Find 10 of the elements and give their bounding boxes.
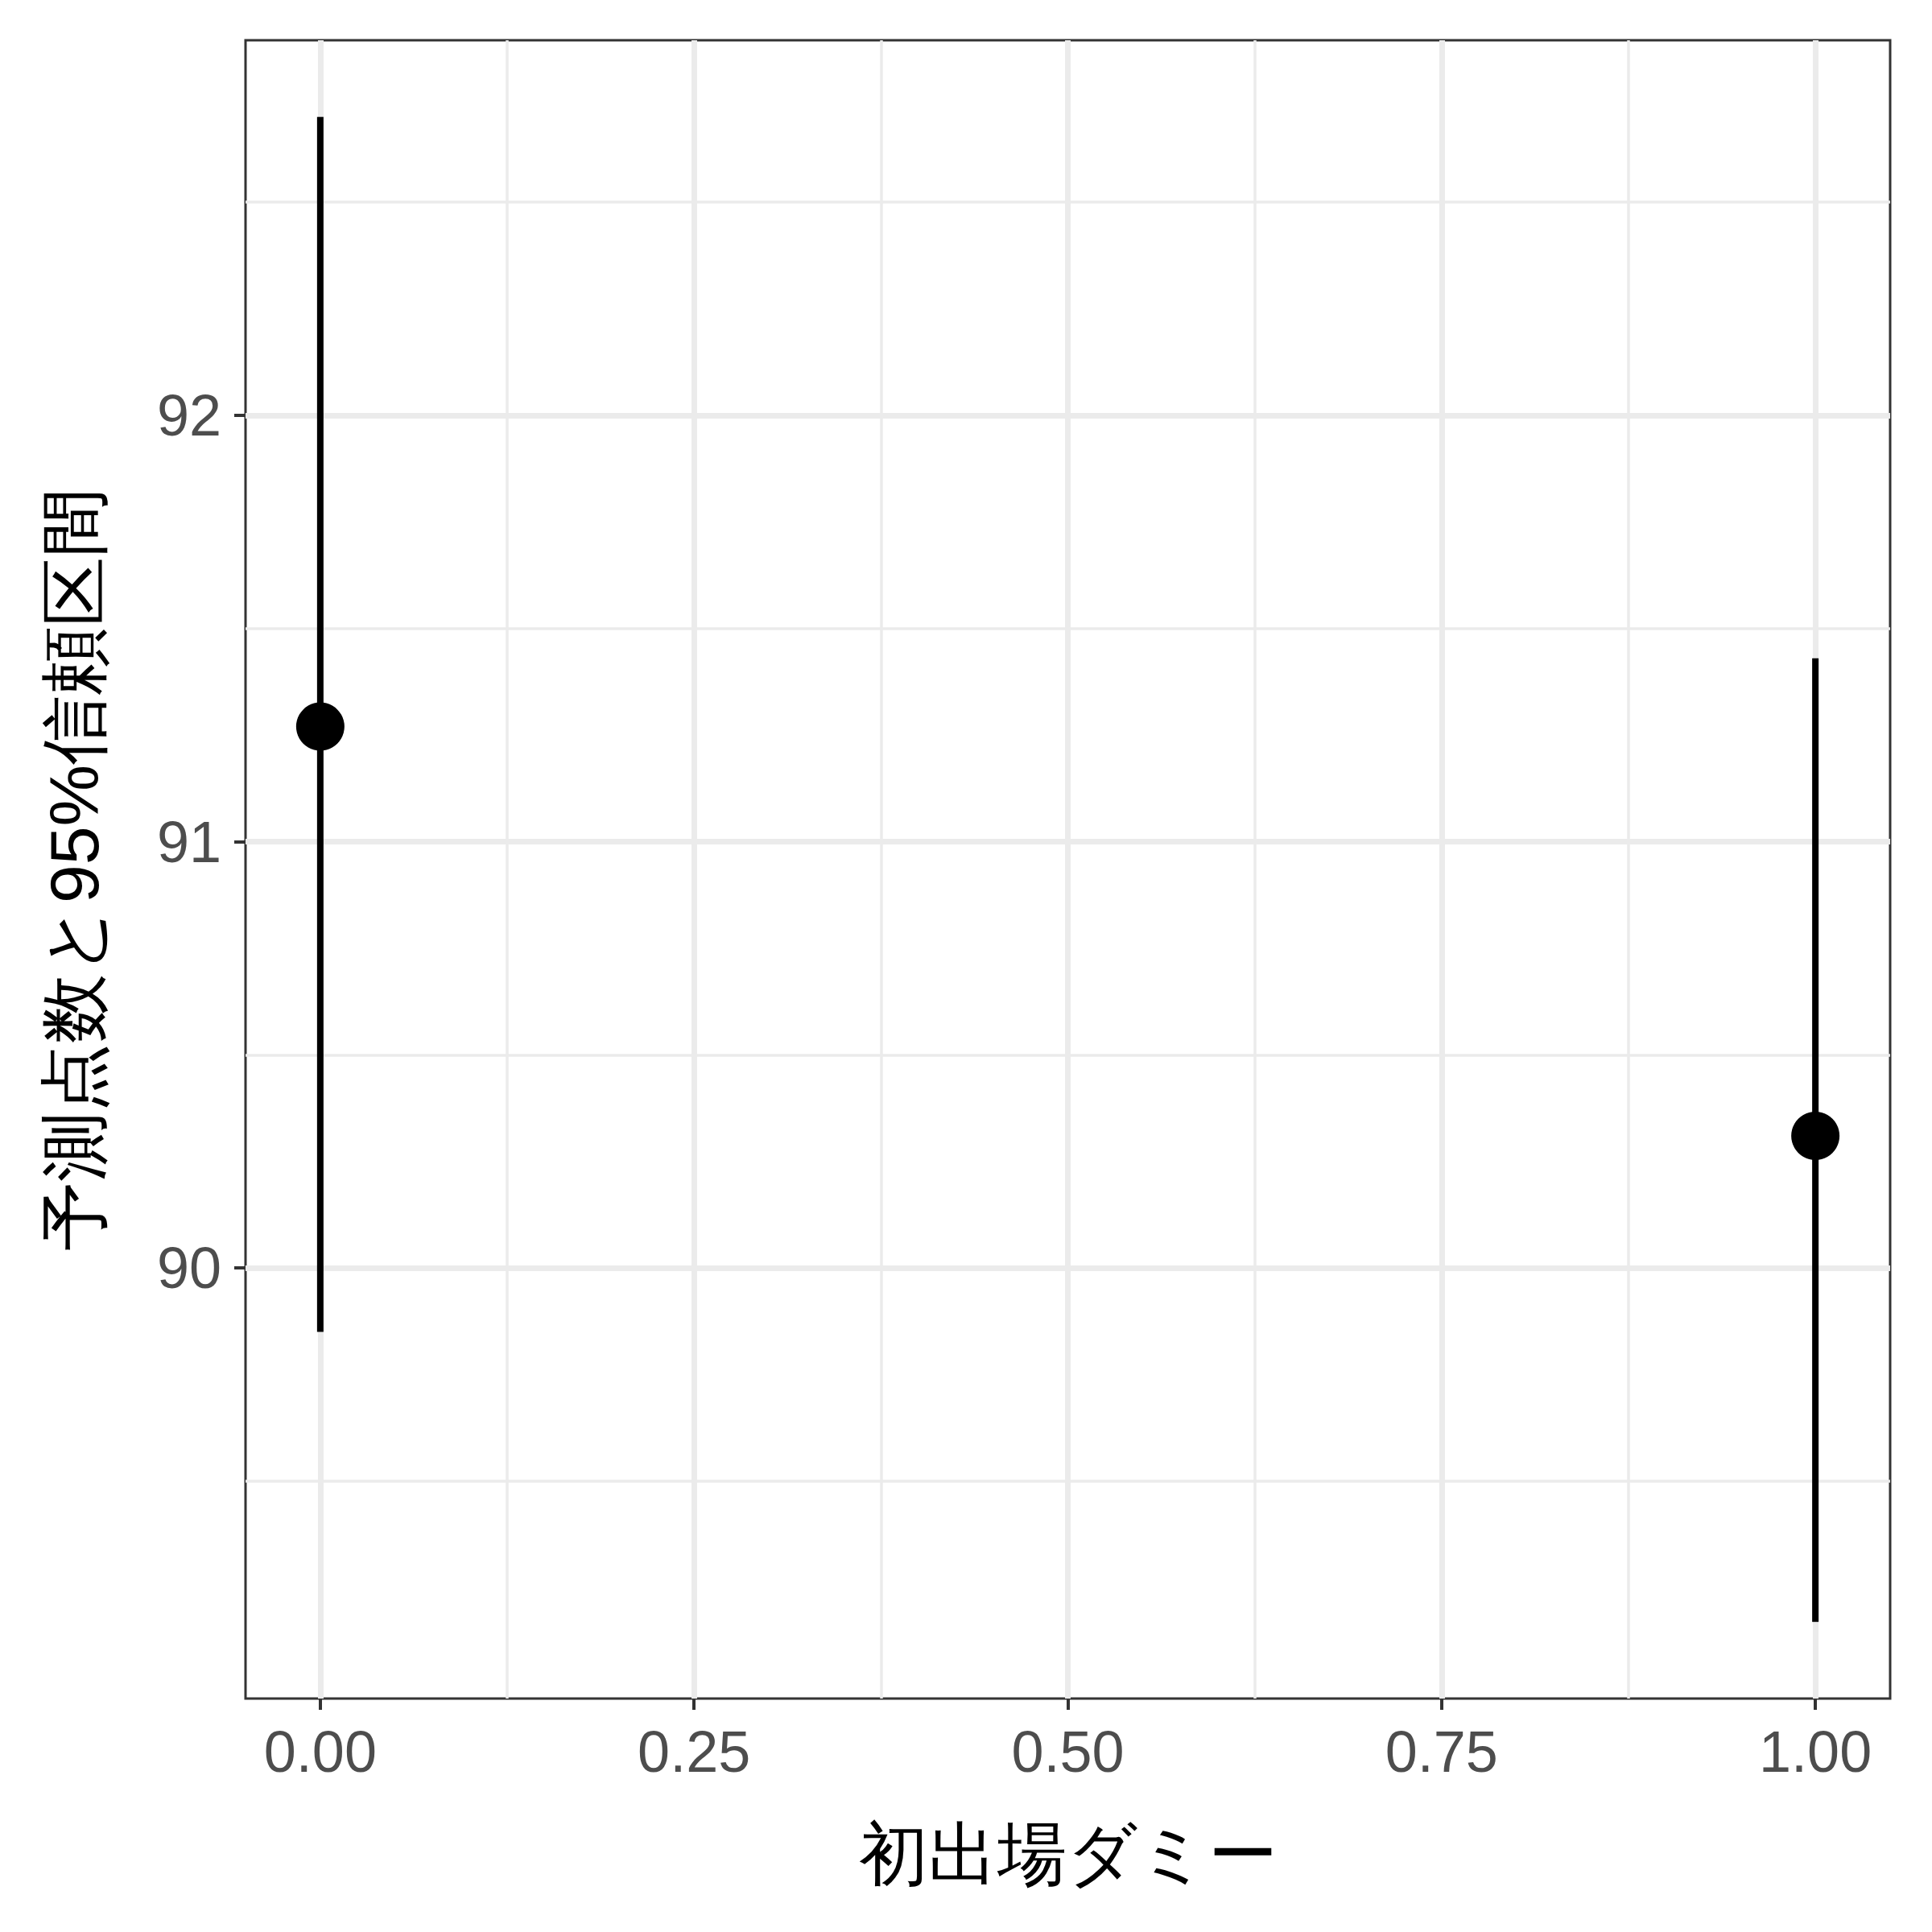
y-tick-label: 92 — [156, 383, 221, 448]
y-tick-label: 91 — [156, 809, 221, 874]
y-axis-title: 予測点数と95%信頼区間 — [35, 487, 113, 1252]
y-tick-label: 90 — [156, 1236, 221, 1301]
x-tick-label: 0.00 — [263, 1719, 377, 1784]
x-tick-label: 1.00 — [1759, 1719, 1872, 1784]
x-tick-label: 0.50 — [1011, 1719, 1125, 1784]
x-axis-title: 初出場ダミー — [858, 1815, 1278, 1893]
x-tick-label: 0.25 — [638, 1719, 751, 1784]
x-tick-label: 0.75 — [1385, 1719, 1498, 1784]
